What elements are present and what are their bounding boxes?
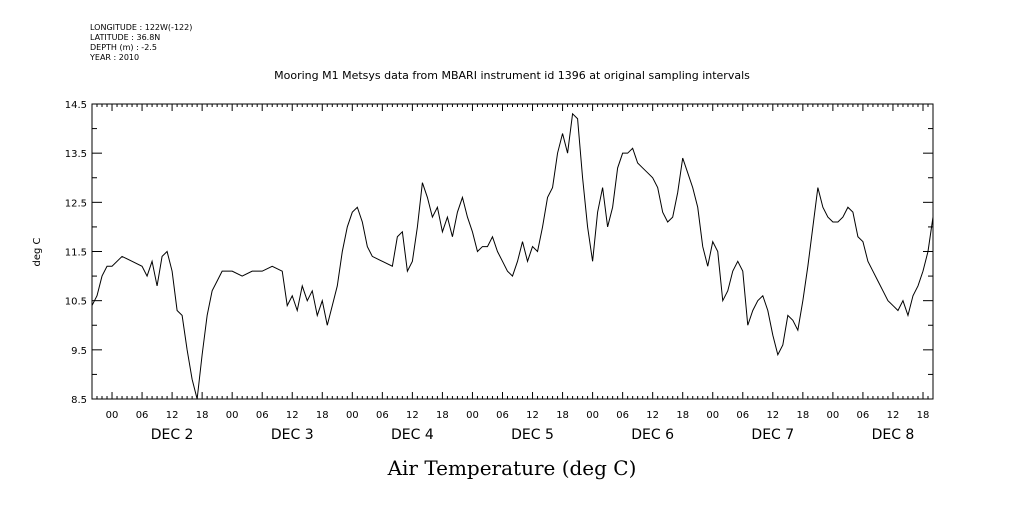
x-tick-label: 00 bbox=[226, 410, 239, 421]
y-tick-label: 12.5 bbox=[65, 198, 87, 209]
x-axis-title: Air Temperature (deg C) bbox=[387, 456, 637, 480]
y-tick-label: 10.5 bbox=[65, 297, 87, 308]
year-label: YEAR : 2010 bbox=[89, 53, 139, 62]
x-day-label: DEC 8 bbox=[872, 427, 915, 443]
x-tick-label: 00 bbox=[706, 410, 719, 421]
x-tick-label: 18 bbox=[917, 410, 930, 421]
depth-label: DEPTH (m) : -2.5 bbox=[90, 43, 157, 52]
latitude-label: LATITUDE : 36.8N bbox=[90, 33, 160, 42]
x-tick-label: 00 bbox=[586, 410, 599, 421]
x-tick-label: 00 bbox=[466, 410, 479, 421]
x-tick-label: 06 bbox=[496, 410, 509, 421]
y-tick-label: 9.5 bbox=[71, 346, 87, 357]
x-tick-label: 12 bbox=[766, 410, 779, 421]
x-tick-label: 06 bbox=[256, 410, 269, 421]
y-axis-label: deg C bbox=[32, 237, 43, 266]
chart-title: Mooring M1 Metsys data from MBARI instru… bbox=[274, 69, 750, 82]
x-tick-label: 06 bbox=[857, 410, 870, 421]
y-tick-label: 8.5 bbox=[71, 395, 87, 406]
x-tick-label: 12 bbox=[646, 410, 659, 421]
longitude-label: LONGITUDE : 122W(-122) bbox=[90, 23, 192, 32]
x-tick-label: 12 bbox=[526, 410, 539, 421]
x-tick-label: 18 bbox=[436, 410, 449, 421]
y-tick-label: 11.5 bbox=[65, 248, 87, 259]
x-day-label: DEC 5 bbox=[511, 427, 554, 443]
temperature-series-line bbox=[91, 112, 934, 400]
x-tick-label: 06 bbox=[376, 410, 389, 421]
x-tick-label: 18 bbox=[796, 410, 809, 421]
x-tick-label: 18 bbox=[556, 410, 569, 421]
x-day-label: DEC 7 bbox=[751, 427, 794, 443]
x-day-label: DEC 4 bbox=[391, 427, 434, 443]
x-tick-label: 18 bbox=[676, 410, 689, 421]
x-tick-label: 06 bbox=[136, 410, 149, 421]
x-tick-label: 00 bbox=[827, 410, 840, 421]
y-tick-label: 14.5 bbox=[65, 100, 87, 111]
y-tick-label: 13.5 bbox=[65, 149, 87, 160]
x-tick-label: 00 bbox=[346, 410, 359, 421]
x-day-label: DEC 2 bbox=[151, 427, 194, 443]
x-tick-label: 12 bbox=[406, 410, 419, 421]
plot-frame bbox=[91, 103, 934, 400]
x-tick-label: 00 bbox=[106, 410, 119, 421]
x-tick-label: 12 bbox=[286, 410, 299, 421]
x-tick-label: 06 bbox=[736, 410, 749, 421]
x-tick-label: 12 bbox=[887, 410, 900, 421]
x-tick-label: 12 bbox=[166, 410, 179, 421]
x-tick-label: 06 bbox=[616, 410, 629, 421]
x-day-label: DEC 3 bbox=[271, 427, 314, 443]
x-day-label: DEC 6 bbox=[631, 427, 674, 443]
x-tick-label: 18 bbox=[316, 410, 329, 421]
x-tick-label: 18 bbox=[196, 410, 209, 421]
tick-layer bbox=[91, 103, 934, 400]
label-layer: 8.5 9.5 10.5 11.5 12.5 13.5 14.5 00 06 12 18 00 06 12… bbox=[65, 100, 930, 443]
